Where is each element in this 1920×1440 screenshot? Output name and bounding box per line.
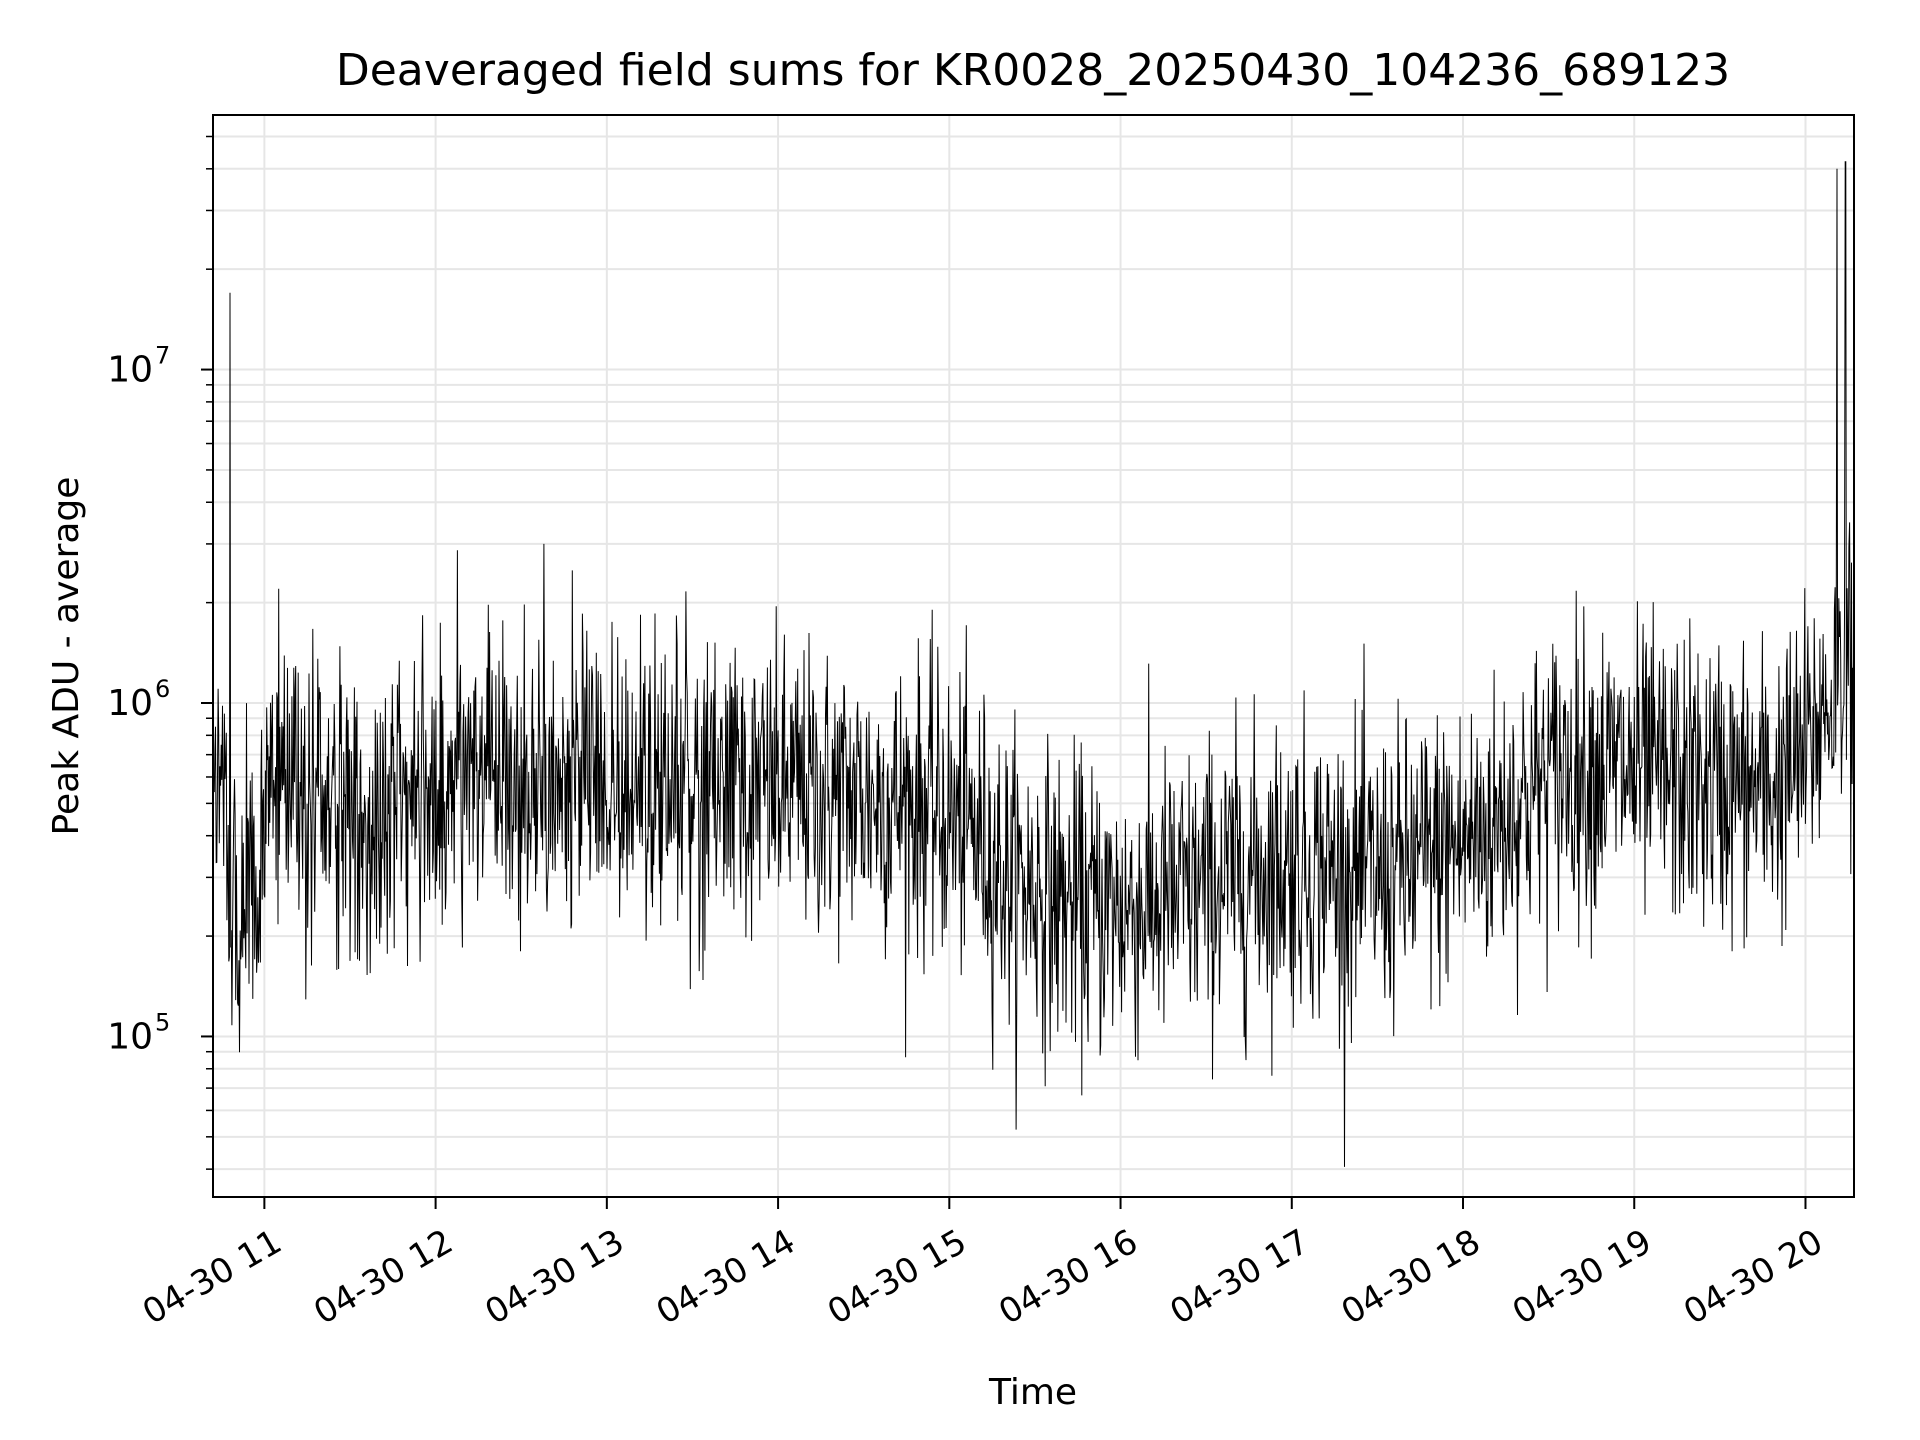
y-axis-label: Peak ADU - average [46, 477, 87, 836]
y-tick-exponent: 5 [155, 1008, 170, 1036]
series-layer [212, 161, 1855, 1167]
chart-title: Deaveraged field sums for KR0028_2025043… [336, 45, 1730, 96]
grid-major-lines [213, 115, 1854, 1197]
y-tick-exponent: 6 [155, 675, 170, 703]
y-tick-label: 10 [107, 350, 153, 391]
y-tick-label: 10 [107, 683, 153, 724]
plot-frame [212, 114, 1855, 1198]
x-axis-label: Time [988, 1372, 1077, 1413]
y-tick-label: 10 [107, 1016, 153, 1057]
y-tick-exponent: 7 [155, 342, 170, 370]
series-line [212, 161, 1855, 1167]
